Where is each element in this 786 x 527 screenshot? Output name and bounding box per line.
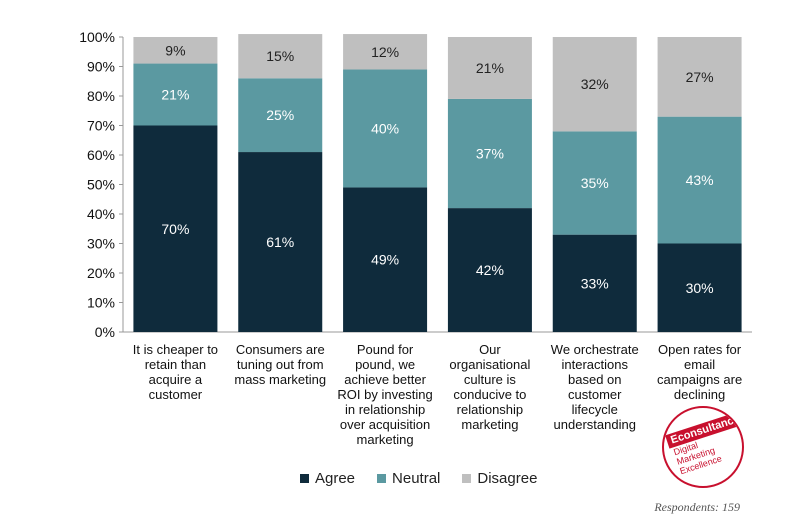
bar-neutral-6 (657, 116, 742, 244)
data-label-agree-1: 70% (161, 221, 189, 237)
x-tick-label-line: marketing (461, 417, 519, 432)
y-tick-label: 70% (87, 118, 115, 134)
x-tick-label-line: ROI by investing (337, 387, 433, 402)
econsultancy-badge: Econsultancy Digital Marketing Excellenc… (662, 406, 744, 488)
data-label-neutral-4: 37% (476, 146, 504, 162)
legend-swatch-disagree (462, 474, 472, 483)
y-tick-label: 10% (87, 295, 115, 311)
data-label-disagree-6: 27% (686, 69, 714, 85)
y-tick-label: 30% (87, 236, 115, 252)
bar-disagree-6 (657, 37, 742, 117)
bar-agree-6 (657, 243, 742, 332)
bar-disagree-4 (447, 37, 532, 99)
x-tick-label-line: declining (673, 387, 726, 402)
data-label-agree-2: 61% (266, 234, 294, 250)
x-tick-label-line: relationship (456, 402, 524, 417)
respondents-footnote: Respondents: 159 (654, 500, 740, 514)
legend-item-disagree: Disagree (462, 470, 537, 487)
data-label-neutral-6: 43% (686, 172, 714, 188)
x-tick-label: It is cheaper to retain than acquire a cust… (119, 342, 231, 402)
x-tick-label-line: customer (568, 387, 622, 402)
x-tick-label-line: culture is (463, 372, 516, 387)
data-label-agree-3: 49% (371, 252, 399, 268)
bar-neutral-4 (447, 98, 532, 209)
legend-label-agree: Agree (315, 470, 356, 487)
y-tick-label: 80% (87, 88, 115, 104)
x-tick-label-line: acquire a (148, 372, 203, 387)
x-tick-label-line: understanding (553, 417, 636, 432)
x-tick-label-line: tuning out from (236, 357, 324, 372)
bar-neutral-2 (238, 78, 323, 153)
x-tick-label-line: Open rates for (658, 342, 742, 357)
x-tick-label-line: email (684, 357, 716, 372)
data-label-disagree-5: 32% (581, 76, 609, 92)
data-label-neutral-3: 40% (371, 120, 399, 136)
data-label-agree-4: 42% (476, 262, 504, 278)
x-tick-label-line: marketing (356, 432, 414, 447)
legend-label-neutral: Neutral (392, 470, 441, 487)
x-tick-label-line: It is cheaper to (132, 342, 219, 357)
x-tick-label-line: achieve better (344, 372, 426, 387)
badge-text: Econsultancy Digital Marketing Excellenc… (665, 410, 742, 477)
bar-disagree-5 (552, 37, 637, 132)
bar-disagree-3 (343, 34, 428, 70)
bar-agree-1 (133, 125, 218, 332)
x-tick-label-line: We orchestrate (550, 342, 639, 357)
bar-disagree-2 (238, 34, 323, 79)
x-tick-label-line: Consumers are (235, 342, 325, 357)
x-tick-label: Open rates for email campaigns are declinin… (644, 342, 756, 402)
data-label-disagree-4: 21% (476, 60, 504, 76)
x-tick-label-line: organisational (449, 357, 531, 372)
x-tick-label-line: lifecycle (571, 402, 618, 417)
legend-swatch-neutral (377, 474, 387, 483)
x-tick-label: Consumers are tuning out from mass marketi… (224, 342, 336, 387)
x-tick-label-line: in relationship (344, 402, 426, 417)
x-tick-label-line: campaigns are (656, 372, 743, 387)
y-tick-label: 40% (87, 206, 115, 222)
data-label-neutral-5: 35% (581, 175, 609, 191)
bar-agree-5 (552, 234, 637, 332)
x-tick-label-line: pound, we (355, 357, 416, 372)
legend-label-disagree: Disagree (477, 470, 538, 487)
data-label-neutral-1: 21% (161, 87, 189, 103)
x-tick-label-line: customer (148, 387, 203, 402)
bar-neutral-3 (343, 69, 428, 188)
y-tick-label: 100% (79, 29, 115, 45)
bar-disagree-1 (133, 37, 218, 64)
bar-neutral-1 (133, 63, 218, 126)
y-tick-label: 90% (87, 59, 115, 75)
bar-agree-4 (447, 208, 532, 332)
data-label-disagree-1: 9% (165, 42, 185, 58)
legend-item-agree: Agree (300, 470, 355, 487)
data-label-disagree-3: 12% (371, 44, 399, 60)
legend-item-neutral: Neutral (377, 470, 440, 487)
data-label-disagree-2: 15% (266, 48, 294, 64)
legend: Agree Neutral Disagree (300, 470, 537, 487)
data-label-neutral-2: 25% (266, 107, 294, 123)
x-tick-label-line: mass marketing (234, 372, 327, 387)
bar-neutral-5 (552, 131, 637, 235)
y-tick-label: 0% (95, 324, 115, 340)
bar-agree-3 (343, 187, 428, 332)
x-tick-label-line: Pound for (356, 342, 414, 357)
x-tick-label-line: interactions (561, 357, 628, 372)
legend-swatch-agree (300, 474, 309, 483)
data-label-agree-6: 30% (686, 280, 714, 296)
x-tick-label-line: over acquisition (339, 417, 431, 432)
stacked-bar-chart: 0% 10% 20% 30% 40% 50% 60% 70% 80% 90% 100% 70% 21% 9… (79, 29, 752, 340)
x-tick-label-line: Our (479, 342, 501, 357)
y-tick-label: 50% (87, 177, 115, 193)
x-tick-label: Our organisational culture is conducive to r… (434, 342, 546, 432)
y-tick-label: 20% (87, 265, 115, 281)
x-tick-label-line: based on (568, 372, 622, 387)
x-tick-label: We orchestrate interactions based on custom… (539, 342, 651, 432)
y-tick-label: 60% (87, 147, 115, 163)
data-label-agree-5: 33% (581, 275, 609, 291)
x-tick-label-line: retain than (144, 357, 207, 372)
x-tick-label: Pound for pound, we achieve better ROI by i… (329, 342, 441, 447)
x-tick-label-line: conducive to (453, 387, 527, 402)
bar-agree-2 (238, 152, 323, 332)
